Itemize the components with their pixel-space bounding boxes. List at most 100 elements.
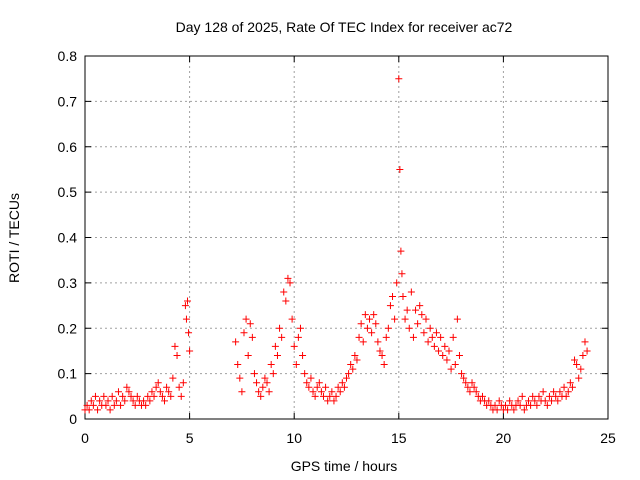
y-tick-label: 0.6 <box>58 139 78 155</box>
data-point <box>384 324 392 332</box>
x-tick-label: 5 <box>186 430 194 446</box>
data-point <box>374 338 382 346</box>
data-point <box>396 165 404 173</box>
data-point <box>240 329 248 337</box>
data-point <box>412 306 420 314</box>
x-tick-label: 20 <box>496 430 512 446</box>
data-point <box>169 374 177 382</box>
data-point <box>253 379 261 387</box>
data-point <box>142 401 150 409</box>
data-point <box>152 383 160 391</box>
data-point <box>422 315 430 323</box>
data-point <box>372 320 380 328</box>
data-point <box>334 383 342 391</box>
data-point <box>265 388 273 396</box>
data-point <box>338 379 346 387</box>
data-point <box>581 338 589 346</box>
data-point <box>326 392 334 400</box>
data-point <box>349 365 357 373</box>
y-tick-label: 0 <box>69 411 77 427</box>
data-point <box>85 406 93 414</box>
data-point <box>184 297 192 305</box>
data-point <box>539 388 547 396</box>
data-point <box>324 397 332 405</box>
data-point <box>242 315 250 323</box>
data-point <box>345 370 353 378</box>
data-point <box>309 388 317 396</box>
data-point <box>173 351 181 359</box>
data-point <box>271 342 279 350</box>
data-point <box>407 288 415 296</box>
data-point <box>391 315 399 323</box>
data-point <box>466 388 474 396</box>
data-point <box>108 392 116 400</box>
data-point <box>535 392 543 400</box>
data-point <box>288 315 296 323</box>
data-point <box>353 356 361 364</box>
data-point <box>351 351 359 359</box>
data-point <box>397 247 405 255</box>
data-point <box>248 333 256 341</box>
data-point <box>376 347 384 355</box>
data-point <box>121 397 129 405</box>
data-point <box>232 338 240 346</box>
data-point <box>282 297 290 305</box>
data-point <box>91 392 99 400</box>
data-point <box>548 397 556 405</box>
data-point <box>263 379 271 387</box>
data-point <box>439 351 447 359</box>
data-point <box>257 392 265 400</box>
data-point <box>426 324 434 332</box>
data-point <box>117 401 125 409</box>
data-point <box>485 397 493 405</box>
data-point <box>87 397 95 405</box>
data-point <box>395 75 403 83</box>
data-point <box>458 370 466 378</box>
data-point <box>414 320 422 328</box>
data-point <box>531 397 539 405</box>
data-point <box>146 397 154 405</box>
data-point <box>468 379 476 387</box>
data-point <box>495 397 503 405</box>
data-point <box>276 324 284 332</box>
data-point <box>125 388 133 396</box>
data-point <box>380 361 388 369</box>
data-point <box>322 383 330 391</box>
data-point <box>127 392 135 400</box>
data-point <box>554 397 562 405</box>
data-point <box>562 392 570 400</box>
data-point <box>96 397 104 405</box>
data-point <box>286 279 294 287</box>
data-point <box>273 351 281 359</box>
data-point <box>568 383 576 391</box>
data-point <box>510 406 518 414</box>
data-point <box>506 397 514 405</box>
data-point <box>290 342 298 350</box>
data-point <box>579 351 587 359</box>
data-point <box>313 383 321 391</box>
y-tick-label: 0.5 <box>58 184 78 200</box>
data-point <box>311 392 319 400</box>
data-point <box>250 370 258 378</box>
data-point <box>307 374 315 382</box>
data-point <box>378 351 386 359</box>
data-point <box>255 388 263 396</box>
data-point <box>129 397 137 405</box>
data-point <box>529 392 537 400</box>
data-point <box>545 392 553 400</box>
y-ticks: 0 0.1 0.2 0.3 0.4 0.5 0.6 0.7 0.8 <box>58 48 608 427</box>
data-point <box>112 397 120 405</box>
data-point <box>186 347 194 355</box>
data-point <box>336 388 344 396</box>
data-point <box>393 279 401 287</box>
data-point <box>455 351 463 359</box>
data-point <box>470 383 478 391</box>
data-point <box>533 401 541 409</box>
data-point <box>472 388 480 396</box>
data-point <box>428 333 436 341</box>
data-point <box>236 374 244 382</box>
data-point <box>269 370 277 378</box>
data-point <box>148 388 156 396</box>
data-point <box>244 351 252 359</box>
